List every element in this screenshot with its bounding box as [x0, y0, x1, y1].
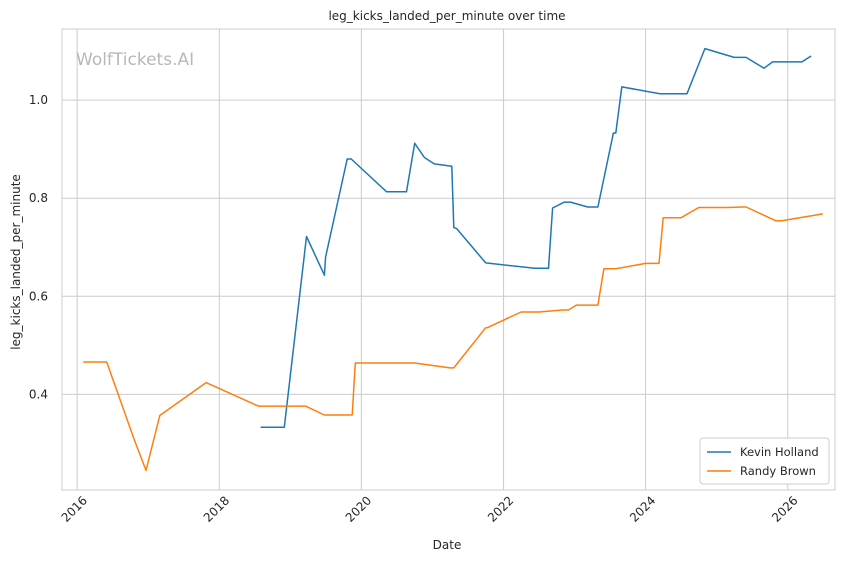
- data-point-kevin-holland: [704, 47, 706, 49]
- data-point-randy-brown: [82, 361, 84, 363]
- x-tick-label: 2016: [59, 493, 90, 524]
- data-point-kevin-holland: [615, 132, 617, 134]
- y-tick-label: 1.0: [29, 93, 48, 107]
- data-point-kevin-holland: [569, 201, 571, 203]
- data-point-kevin-holland: [283, 426, 285, 428]
- data-point-kevin-holland: [405, 191, 407, 193]
- x-axis-title: Date: [433, 538, 462, 552]
- series-line-kevin-holland: [260, 47, 812, 428]
- data-point-kevin-holland: [597, 206, 599, 208]
- data-point-randy-brown: [680, 217, 682, 219]
- data-point-randy-brown: [257, 405, 259, 407]
- data-point-kevin-holland: [259, 426, 261, 428]
- y-tick-label: 0.8: [29, 191, 48, 205]
- data-point-kevin-holland: [346, 158, 348, 160]
- data-point-kevin-holland: [456, 227, 458, 229]
- data-point-randy-brown: [567, 309, 569, 311]
- data-point-randy-brown: [781, 220, 783, 222]
- x-tick-label: 2018: [201, 493, 232, 524]
- data-point-randy-brown: [323, 414, 325, 416]
- data-point-randy-brown: [742, 206, 744, 208]
- data-point-randy-brown: [538, 311, 540, 313]
- data-point-kevin-holland: [547, 267, 549, 269]
- data-point-kevin-holland: [551, 207, 553, 209]
- data-point-randy-brown: [597, 304, 599, 306]
- data-point-kevin-holland: [433, 163, 435, 165]
- legend-label-randy-brown: Randy Brown: [740, 464, 816, 478]
- data-point-randy-brown: [304, 405, 306, 407]
- legend-box: [699, 437, 830, 485]
- data-point-randy-brown: [775, 220, 777, 222]
- data-point-kevin-holland: [763, 67, 765, 69]
- data-point-randy-brown: [453, 367, 455, 369]
- data-point-kevin-holland: [534, 267, 536, 269]
- data-point-kevin-holland: [485, 262, 487, 264]
- y-axis: 0.4 0.6 0.8 1.0: [29, 93, 48, 401]
- data-point-randy-brown: [159, 414, 161, 416]
- data-point-kevin-holland: [662, 93, 664, 95]
- x-tick-label: 2022: [485, 493, 516, 524]
- data-point-kevin-holland: [451, 165, 453, 167]
- data-point-randy-brown: [145, 469, 147, 471]
- series-layer: [82, 47, 824, 472]
- watermark-text: WolfTickets.AI: [76, 50, 194, 70]
- x-tick-label: 2020: [343, 493, 374, 524]
- data-point-kevin-holland: [801, 61, 803, 63]
- data-point-randy-brown: [662, 217, 664, 219]
- data-point-kevin-holland: [587, 206, 589, 208]
- series-line-randy-brown: [83, 206, 824, 472]
- data-point-randy-brown: [644, 262, 646, 264]
- data-point-kevin-holland: [659, 93, 661, 95]
- data-point-randy-brown: [575, 304, 577, 306]
- x-tick-label: 2026: [769, 493, 800, 524]
- data-point-kevin-holland: [771, 61, 773, 63]
- data-point-kevin-holland: [423, 156, 425, 158]
- data-point-kevin-holland: [733, 56, 735, 58]
- legend-label-kevin-holland: Kevin Holland: [740, 445, 819, 459]
- data-point-randy-brown: [106, 361, 108, 363]
- y-tick-label: 0.4: [29, 387, 48, 401]
- y-axis-title: leg_kicks_landed_per_minute: [9, 174, 23, 350]
- data-point-randy-brown: [603, 268, 605, 270]
- data-point-randy-brown: [205, 381, 207, 383]
- data-point-randy-brown: [351, 414, 353, 416]
- data-point-randy-brown: [562, 309, 564, 311]
- data-point-randy-brown: [658, 262, 660, 264]
- data-point-kevin-holland: [686, 93, 688, 95]
- data-point-randy-brown: [414, 362, 416, 364]
- data-point-randy-brown: [133, 438, 135, 440]
- data-point-randy-brown: [615, 268, 617, 270]
- data-point-kevin-holland: [305, 235, 307, 237]
- data-point-kevin-holland: [385, 191, 387, 193]
- data-point-kevin-holland: [414, 142, 416, 144]
- grid-lines: [62, 29, 835, 490]
- data-point-kevin-holland: [324, 256, 326, 258]
- data-point-randy-brown: [486, 327, 488, 329]
- x-tick-label: 2024: [627, 493, 658, 524]
- legend: Kevin Holland Randy Brown: [699, 437, 830, 485]
- data-point-randy-brown: [745, 206, 747, 208]
- data-point-kevin-holland: [810, 55, 812, 57]
- data-point-randy-brown: [449, 367, 451, 369]
- data-point-kevin-holland: [621, 86, 623, 88]
- data-point-kevin-holland: [563, 201, 565, 203]
- x-axis: 2016 2018 2020 2022 2024 2026: [59, 493, 801, 524]
- plot-frame: [61, 28, 836, 491]
- y-tick-label: 0.6: [29, 289, 48, 303]
- data-point-randy-brown: [727, 206, 729, 208]
- data-point-kevin-holland: [453, 226, 455, 228]
- data-point-kevin-holland: [745, 56, 747, 58]
- data-point-randy-brown: [520, 311, 522, 313]
- data-point-kevin-holland: [350, 158, 352, 160]
- data-point-randy-brown: [354, 362, 356, 364]
- data-point-kevin-holland: [612, 132, 614, 134]
- data-point-randy-brown: [822, 213, 824, 215]
- chart-title: leg_kicks_landed_per_minute over time: [328, 9, 565, 23]
- data-point-kevin-holland: [323, 274, 325, 276]
- data-point-randy-brown: [698, 206, 700, 208]
